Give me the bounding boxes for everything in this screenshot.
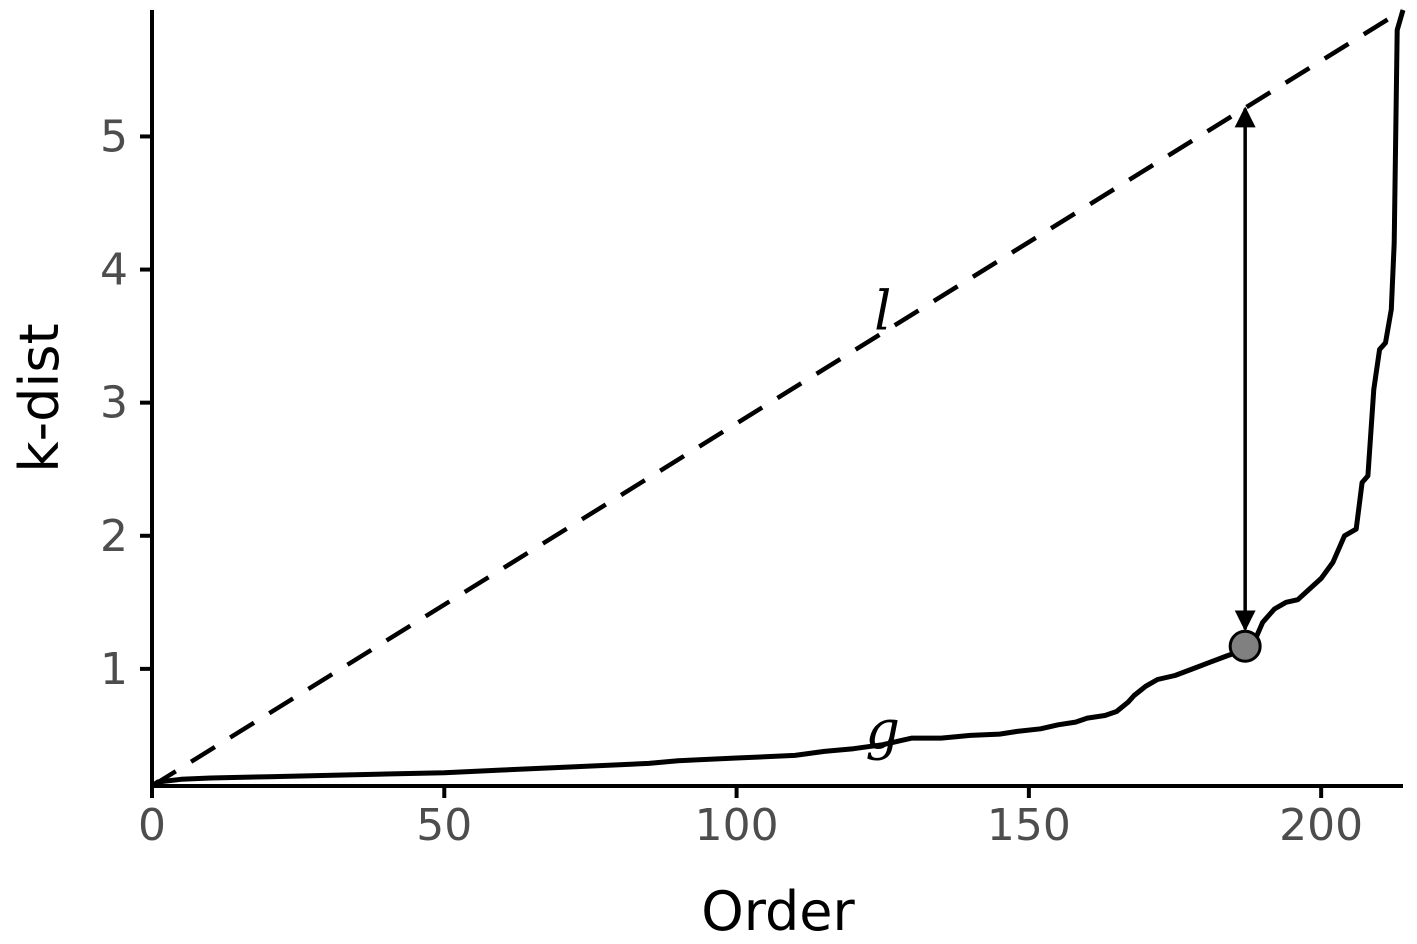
x-axis-title: Order xyxy=(701,880,855,943)
x-tick-label: 100 xyxy=(695,800,779,851)
annotation-label-g: g xyxy=(865,699,900,762)
y-tick-label: 3 xyxy=(100,378,128,429)
y-tick-label: 1 xyxy=(100,644,128,695)
x-tick-label: 150 xyxy=(987,800,1071,851)
reference-line-l xyxy=(150,8,1405,788)
y-tick-label: 5 xyxy=(100,111,128,162)
x-tick-label: 0 xyxy=(138,800,166,851)
x-tick-label: 200 xyxy=(1279,800,1363,851)
y-tick-label: 4 xyxy=(100,245,128,296)
elbow-point-marker xyxy=(1228,629,1262,663)
y-axis-title: k-dist xyxy=(8,323,71,472)
x-tick-label: 50 xyxy=(416,800,472,851)
y-tick-label: 2 xyxy=(100,511,128,562)
annotation-label-l: l xyxy=(874,279,891,342)
k-dist-curve-g xyxy=(150,9,1406,789)
